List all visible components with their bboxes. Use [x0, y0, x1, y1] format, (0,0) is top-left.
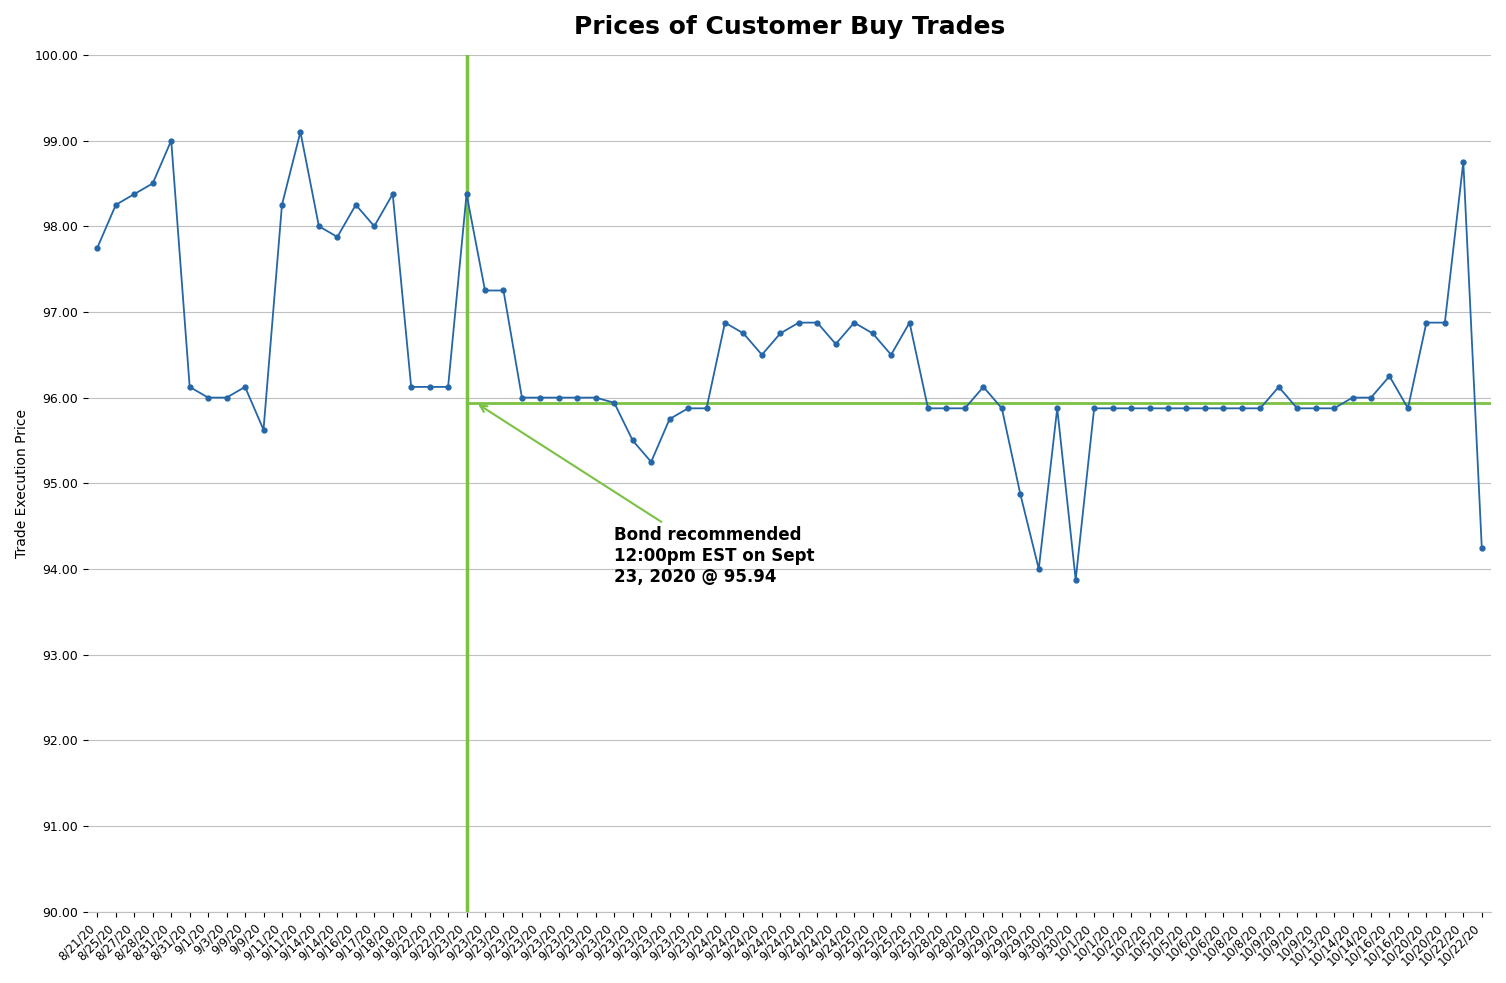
- Title: Prices of Customer Buy Trades: Prices of Customer Buy Trades: [574, 15, 1005, 39]
- Text: Bond recommended
12:00pm EST on Sept
23, 2020 @ 95.94: Bond recommended 12:00pm EST on Sept 23,…: [480, 406, 815, 586]
- Y-axis label: Trade Execution Price: Trade Execution Price: [15, 409, 29, 557]
